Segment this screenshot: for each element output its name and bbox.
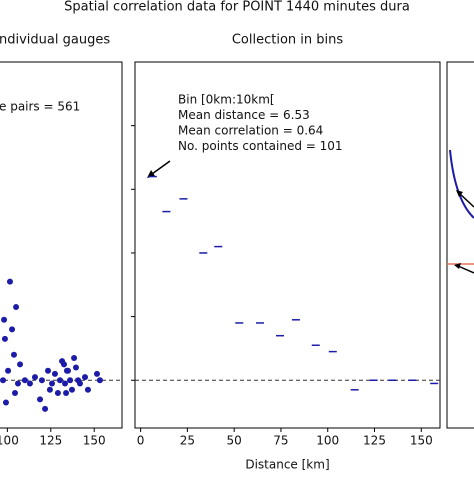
x-tick-label: 50 <box>227 434 242 448</box>
panel-title: ndividual gauges <box>0 33 110 48</box>
point <box>10 351 17 358</box>
point <box>72 364 79 371</box>
point <box>45 367 52 374</box>
x-axis-label: Distance [km] <box>245 458 329 472</box>
point <box>56 377 63 384</box>
point <box>63 389 70 396</box>
arrow <box>458 192 474 208</box>
point <box>96 377 103 384</box>
x-tick-label: 0 <box>137 434 145 448</box>
point <box>68 386 75 393</box>
x-tick-label: 125 <box>363 434 386 448</box>
point <box>38 377 45 384</box>
panel-title: Collection in bins <box>232 33 344 48</box>
point <box>26 380 33 387</box>
point <box>12 389 19 396</box>
arrow-head <box>454 263 461 269</box>
point <box>1 316 8 323</box>
point <box>84 386 91 393</box>
annotation: e pairs = 561 <box>0 100 80 114</box>
point <box>14 380 21 387</box>
annotation: Bin [0km:10km[ <box>178 93 275 107</box>
right-panel <box>446 61 474 429</box>
arrow <box>151 160 171 175</box>
point <box>42 405 49 412</box>
panel <box>134 61 441 429</box>
point <box>67 377 74 384</box>
point <box>51 370 58 377</box>
point <box>64 367 71 374</box>
arrow <box>457 265 474 274</box>
point <box>54 389 61 396</box>
x-tick-label: 75 <box>273 434 288 448</box>
annotation: Mean correlation = 0.64 <box>178 124 323 138</box>
point <box>82 374 89 381</box>
x-tick-label: 100 <box>0 434 19 448</box>
fit-curve <box>449 149 474 219</box>
point <box>62 380 69 387</box>
arrow-head <box>456 190 463 197</box>
annotation: No. points contained = 101 <box>178 139 343 153</box>
x-tick-label: 150 <box>83 434 106 448</box>
x-tick-label: 100 <box>316 434 339 448</box>
point <box>21 377 28 384</box>
x-tick-label: 125 <box>39 434 62 448</box>
x-tick-label: 150 <box>410 434 433 448</box>
point <box>60 361 67 368</box>
point <box>1 335 8 342</box>
point <box>93 370 100 377</box>
point <box>71 354 78 361</box>
x-tick-label: 25 <box>180 434 195 448</box>
point <box>37 396 44 403</box>
point <box>0 377 7 384</box>
point <box>6 278 13 285</box>
point <box>13 304 20 311</box>
point <box>2 399 9 406</box>
panel <box>0 61 123 429</box>
point <box>31 374 38 381</box>
annotation: Mean distance = 6.53 <box>178 108 310 122</box>
figure-title: Spatial correlation data for POINT 1440 … <box>64 0 410 15</box>
point <box>46 386 53 393</box>
point <box>5 367 12 374</box>
point <box>17 361 24 368</box>
point <box>75 377 82 384</box>
point <box>9 326 16 333</box>
point <box>49 380 56 387</box>
